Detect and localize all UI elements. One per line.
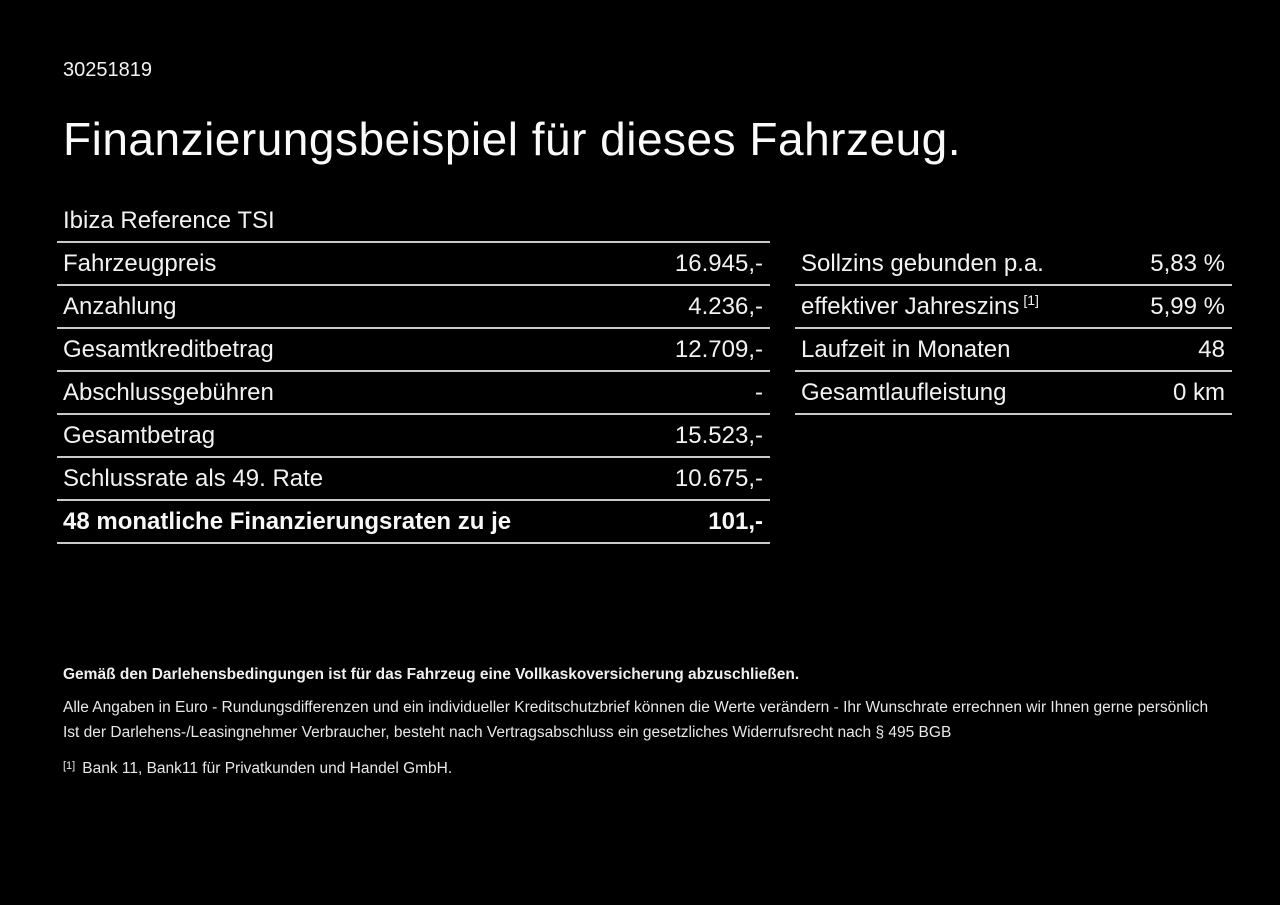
footnote-reference-mark: [1] xyxy=(1023,292,1039,308)
row-label: Gesamtlaufleistung xyxy=(801,378,1007,406)
row-value: 10.675,- xyxy=(674,464,763,492)
page-title: Finanzierungsbeispiel für dieses Fahrzeu… xyxy=(63,113,962,165)
legal-footer: Gemäß den Darlehensbedingungen ist für d… xyxy=(63,665,1223,778)
vehicle-model-label: Ibiza Reference TSI xyxy=(63,206,275,234)
row-label-text: effektiver Jahreszins xyxy=(801,293,1020,320)
table-row-anzahlung: Anzahlung 4.236,- xyxy=(57,286,770,329)
insurance-requirement-note: Gemäß den Darlehensbedingungen ist für d… xyxy=(63,666,800,683)
conditions-table: Sollzins gebunden p.a. 5,83 % effektiver… xyxy=(795,243,1232,544)
table-row-schlussrate: Schlussrate als 49. Rate 10.675,- xyxy=(57,458,770,501)
row-value: 5,99 % xyxy=(1150,292,1225,320)
row-label: Laufzeit in Monaten xyxy=(801,335,1011,363)
vehicle-model-header: Ibiza Reference TSI xyxy=(57,200,770,243)
row-label: Gesamtbetrag xyxy=(63,421,216,449)
table-row-fahrzeugpreis: Fahrzeugpreis 16.945,- xyxy=(57,243,770,286)
disclaimer-line-1: Alle Angaben in Euro - Rundungsdifferenz… xyxy=(63,699,1209,716)
finance-table: Ibiza Reference TSI Fahrzeugpreis 16.945… xyxy=(57,200,770,544)
table-row-effektiver-jahreszins: effektiver Jahreszins [1] 5,99 % xyxy=(795,286,1232,329)
row-value: 48 xyxy=(1198,335,1225,363)
footnote-marker: [1] xyxy=(63,760,76,772)
table-row-abschlussgebuehren: Abschlussgebühren - xyxy=(57,372,770,415)
row-value: 0 km xyxy=(1172,378,1225,406)
row-label: Sollzins gebunden p.a. xyxy=(801,249,1044,277)
table-row-laufzeit: Laufzeit in Monaten 48 xyxy=(795,329,1232,372)
table-row-monthly-rate: 48 monatliche Finanzierungsraten zu je 1… xyxy=(57,501,770,544)
row-label: Schlussrate als 49. Rate xyxy=(63,464,324,492)
row-label: effektiver Jahreszins [1] xyxy=(795,292,1039,321)
finance-tables: Ibiza Reference TSI Fahrzeugpreis 16.945… xyxy=(57,200,1280,544)
table-row-gesamtlaufleistung: Gesamtlaufleistung 0 km xyxy=(795,372,1232,415)
footnote-text: Bank 11, Bank11 für Privatkunden und Han… xyxy=(82,760,453,777)
row-label: 48 monatliche Finanzierungsraten zu je xyxy=(63,507,512,535)
row-label: Abschlussgebühren xyxy=(63,378,274,406)
table-row-gesamtbetrag: Gesamtbetrag 15.523,- xyxy=(57,415,770,458)
row-value: 101,- xyxy=(708,507,763,535)
row-value: 4.236,- xyxy=(688,292,763,320)
table-row-sollzins: Sollzins gebunden p.a. 5,83 % xyxy=(795,243,1232,286)
row-value: 16.945,- xyxy=(674,249,763,277)
row-label: Fahrzeugpreis xyxy=(63,249,217,277)
disclaimer-line-2: Ist der Darlehens-/Leasingnehmer Verbrau… xyxy=(63,724,952,741)
row-value: - xyxy=(755,378,763,406)
row-label: Gesamtkreditbetrag xyxy=(63,335,274,363)
row-value: 5,83 % xyxy=(1150,249,1225,277)
table-row-gesamtkreditbetrag: Gesamtkreditbetrag 12.709,- xyxy=(57,329,770,372)
document-id: 30251819 xyxy=(63,59,152,81)
bank-footnote: [1] Bank 11, Bank11 für Privatkunden und … xyxy=(63,760,1223,778)
row-label: Anzahlung xyxy=(63,292,177,320)
row-value: 15.523,- xyxy=(674,421,763,449)
row-value: 12.709,- xyxy=(674,335,763,363)
